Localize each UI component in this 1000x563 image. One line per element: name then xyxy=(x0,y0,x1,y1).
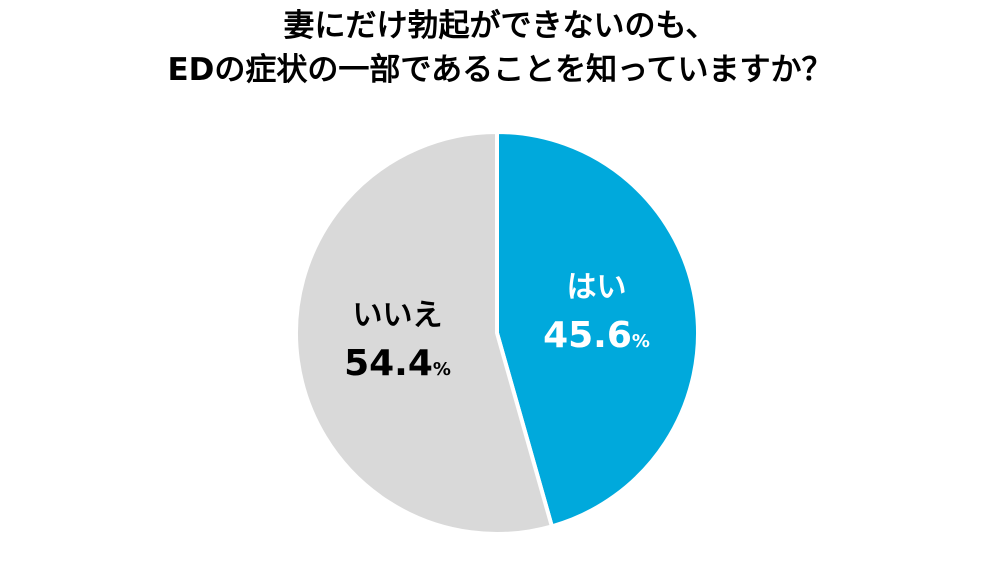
chart-title-line-2: EDの症状の一部であることを知っていますか？ xyxy=(167,52,833,88)
pie-slice-yes xyxy=(495,130,700,529)
pie-slice-no xyxy=(294,130,554,536)
slice-value-yes: 45.6% xyxy=(543,315,650,356)
pie-labels: はい 45.6% いいえ 54.4% xyxy=(344,270,650,384)
pie-slices xyxy=(294,130,700,536)
chart-title-line-1: 妻にだけ勃起ができないのも、 xyxy=(283,8,717,44)
slice-value-no: 54.4% xyxy=(344,343,451,384)
slice-label-no: いいえ xyxy=(353,298,443,333)
slice-label-yes: はい xyxy=(567,270,627,305)
chart-title: 妻にだけ勃起ができないのも、 EDの症状の一部であることを知っていますか？ xyxy=(0,4,1000,92)
